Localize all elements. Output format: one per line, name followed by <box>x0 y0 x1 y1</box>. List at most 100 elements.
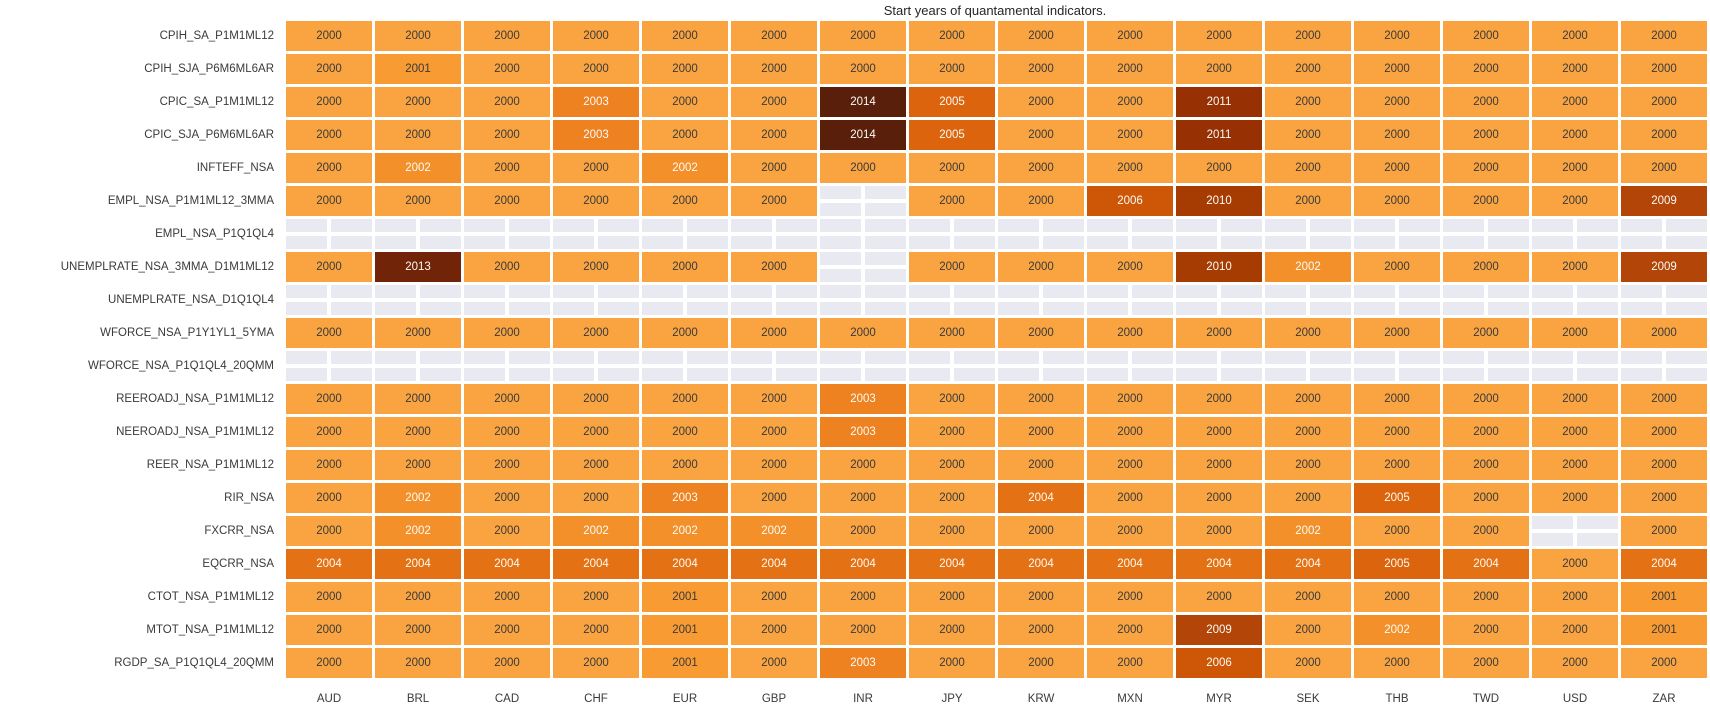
x-axis-label: TWD <box>1472 693 1500 705</box>
heatmap-cell: 2000 <box>1621 384 1707 414</box>
heatmap-cell: 2000 <box>1621 87 1707 117</box>
heatmap-grid: CPIH_SA_P1M1ML12 2000 2000 2000 2000 2000 2000… <box>0 21 1707 678</box>
heatmap-cell <box>375 219 461 249</box>
heatmap-cell <box>909 219 995 249</box>
heatmap-cell: 2000 <box>909 615 995 645</box>
heatmap-cell <box>909 351 995 381</box>
heatmap-cell: 2000 <box>553 153 639 183</box>
heatmap-cell <box>553 219 639 249</box>
heatmap-cell: 2000 <box>1443 648 1529 678</box>
heatmap-cell: 2000 <box>1443 318 1529 348</box>
heatmap-cell: 2003 <box>553 87 639 117</box>
x-axis-label: MYR <box>1206 693 1232 705</box>
heatmap-cell: 2000 <box>1087 252 1173 282</box>
heatmap-cell: 2000 <box>286 21 372 51</box>
heatmap-cell: 2000 <box>1532 549 1618 579</box>
x-axis-label: BRL <box>406 693 430 705</box>
row-label: CTOT_NSA_P1M1ML12 <box>147 591 274 603</box>
heatmap-cell: 2000 <box>464 648 550 678</box>
heatmap-cell: 2000 <box>553 21 639 51</box>
heatmap-cell: 2002 <box>375 483 461 513</box>
heatmap-cell: 2000 <box>1087 417 1173 447</box>
heatmap-cell: 2000 <box>1087 153 1173 183</box>
heatmap-cell: 2000 <box>553 54 639 84</box>
heatmap-cell: 2000 <box>1532 21 1618 51</box>
heatmap-cell: 2009 <box>1176 615 1262 645</box>
heatmap-cell <box>1265 351 1351 381</box>
heatmap-cell <box>1265 219 1351 249</box>
heatmap-cell: 2000 <box>286 54 372 84</box>
heatmap-cell <box>998 351 1084 381</box>
row-label: CPIH_SA_P1M1ML12 <box>159 30 274 42</box>
heatmap-cell: 2001 <box>375 54 461 84</box>
heatmap-cell: 2000 <box>998 87 1084 117</box>
heatmap-cell: 2000 <box>286 153 372 183</box>
heatmap-cell: 2000 <box>1087 54 1173 84</box>
heatmap-cell <box>1176 285 1262 315</box>
heatmap-cell: 2000 <box>1621 417 1707 447</box>
row-label: CPIC_SJA_P6M6ML6AR <box>144 129 274 141</box>
heatmap-cell: 2000 <box>1532 648 1618 678</box>
heatmap-cell: 2009 <box>1621 252 1707 282</box>
heatmap-cell <box>909 285 995 315</box>
heatmap-cell: 2005 <box>909 87 995 117</box>
heatmap-cell: 2005 <box>1354 549 1440 579</box>
heatmap-cell: 2000 <box>1176 384 1262 414</box>
heatmap-cell: 2000 <box>464 21 550 51</box>
heatmap-cell: 2006 <box>1176 648 1262 678</box>
row-label: REER_NSA_P1M1ML12 <box>146 459 274 471</box>
heatmap-cell: 2000 <box>998 153 1084 183</box>
heatmap-cell: 2000 <box>820 516 906 546</box>
heatmap-cell: 2000 <box>1087 450 1173 480</box>
heatmap-cell: 2000 <box>553 186 639 216</box>
heatmap-cell: 2000 <box>642 21 728 51</box>
heatmap-cell: 2000 <box>820 483 906 513</box>
heatmap-cell: 2000 <box>909 252 995 282</box>
heatmap-cell <box>464 219 550 249</box>
row-label: EMPL_NSA_P1M1ML12_3MMA <box>107 195 274 207</box>
heatmap-cell: 2014 <box>820 87 906 117</box>
row-label: CPIH_SJA_P6M6ML6AR <box>144 63 274 75</box>
row-label: WFORCE_NSA_P1Y1YL1_5YMA <box>100 327 274 339</box>
heatmap-cell: 2000 <box>1354 384 1440 414</box>
heatmap-cell <box>1176 219 1262 249</box>
heatmap-cell: 2000 <box>1532 87 1618 117</box>
heatmap-cell: 2000 <box>1265 417 1351 447</box>
heatmap-cell: 2000 <box>909 648 995 678</box>
heatmap-cell: 2000 <box>1532 417 1618 447</box>
heatmap-cell: 2000 <box>375 21 461 51</box>
heatmap-cell: 2003 <box>820 384 906 414</box>
heatmap-cell: 2000 <box>375 87 461 117</box>
heatmap-cell <box>731 351 817 381</box>
heatmap-cell: 2000 <box>375 120 461 150</box>
heatmap-cell <box>286 285 372 315</box>
heatmap-cell: 2004 <box>1443 549 1529 579</box>
heatmap-cell: 2002 <box>642 516 728 546</box>
x-axis-label: JPY <box>941 693 963 705</box>
heatmap-cell <box>1265 285 1351 315</box>
heatmap-cell: 2000 <box>998 384 1084 414</box>
heatmap-cell: 2000 <box>642 450 728 480</box>
heatmap-cell: 2000 <box>909 417 995 447</box>
heatmap-cell <box>286 351 372 381</box>
heatmap-cell: 2002 <box>1265 516 1351 546</box>
heatmap-cell: 2005 <box>1354 483 1440 513</box>
heatmap-cell: 2004 <box>553 549 639 579</box>
heatmap-cell: 2000 <box>1532 450 1618 480</box>
heatmap-cell: 2004 <box>820 549 906 579</box>
heatmap-cell: 2000 <box>731 120 817 150</box>
heatmap-cell: 2000 <box>1265 186 1351 216</box>
heatmap-cell: 2000 <box>1265 120 1351 150</box>
heatmap-cell: 2003 <box>820 417 906 447</box>
heatmap-cell: 2009 <box>1621 186 1707 216</box>
heatmap-cell: 2000 <box>998 582 1084 612</box>
heatmap-cell: 2000 <box>1354 450 1440 480</box>
heatmap-cell: 2000 <box>731 648 817 678</box>
heatmap-cell: 2000 <box>286 384 372 414</box>
heatmap-cell: 2000 <box>642 384 728 414</box>
heatmap-cell: 2000 <box>464 483 550 513</box>
row-label: WFORCE_NSA_P1Q1QL4_20QMM <box>88 360 274 372</box>
heatmap-cell: 2000 <box>1176 318 1262 348</box>
heatmap-cell: 2000 <box>1532 186 1618 216</box>
x-axis: AUD BRL CAD CHF EUR GBP INR JPY KRW MXN MYR SEK THB T… <box>286 688 1707 710</box>
